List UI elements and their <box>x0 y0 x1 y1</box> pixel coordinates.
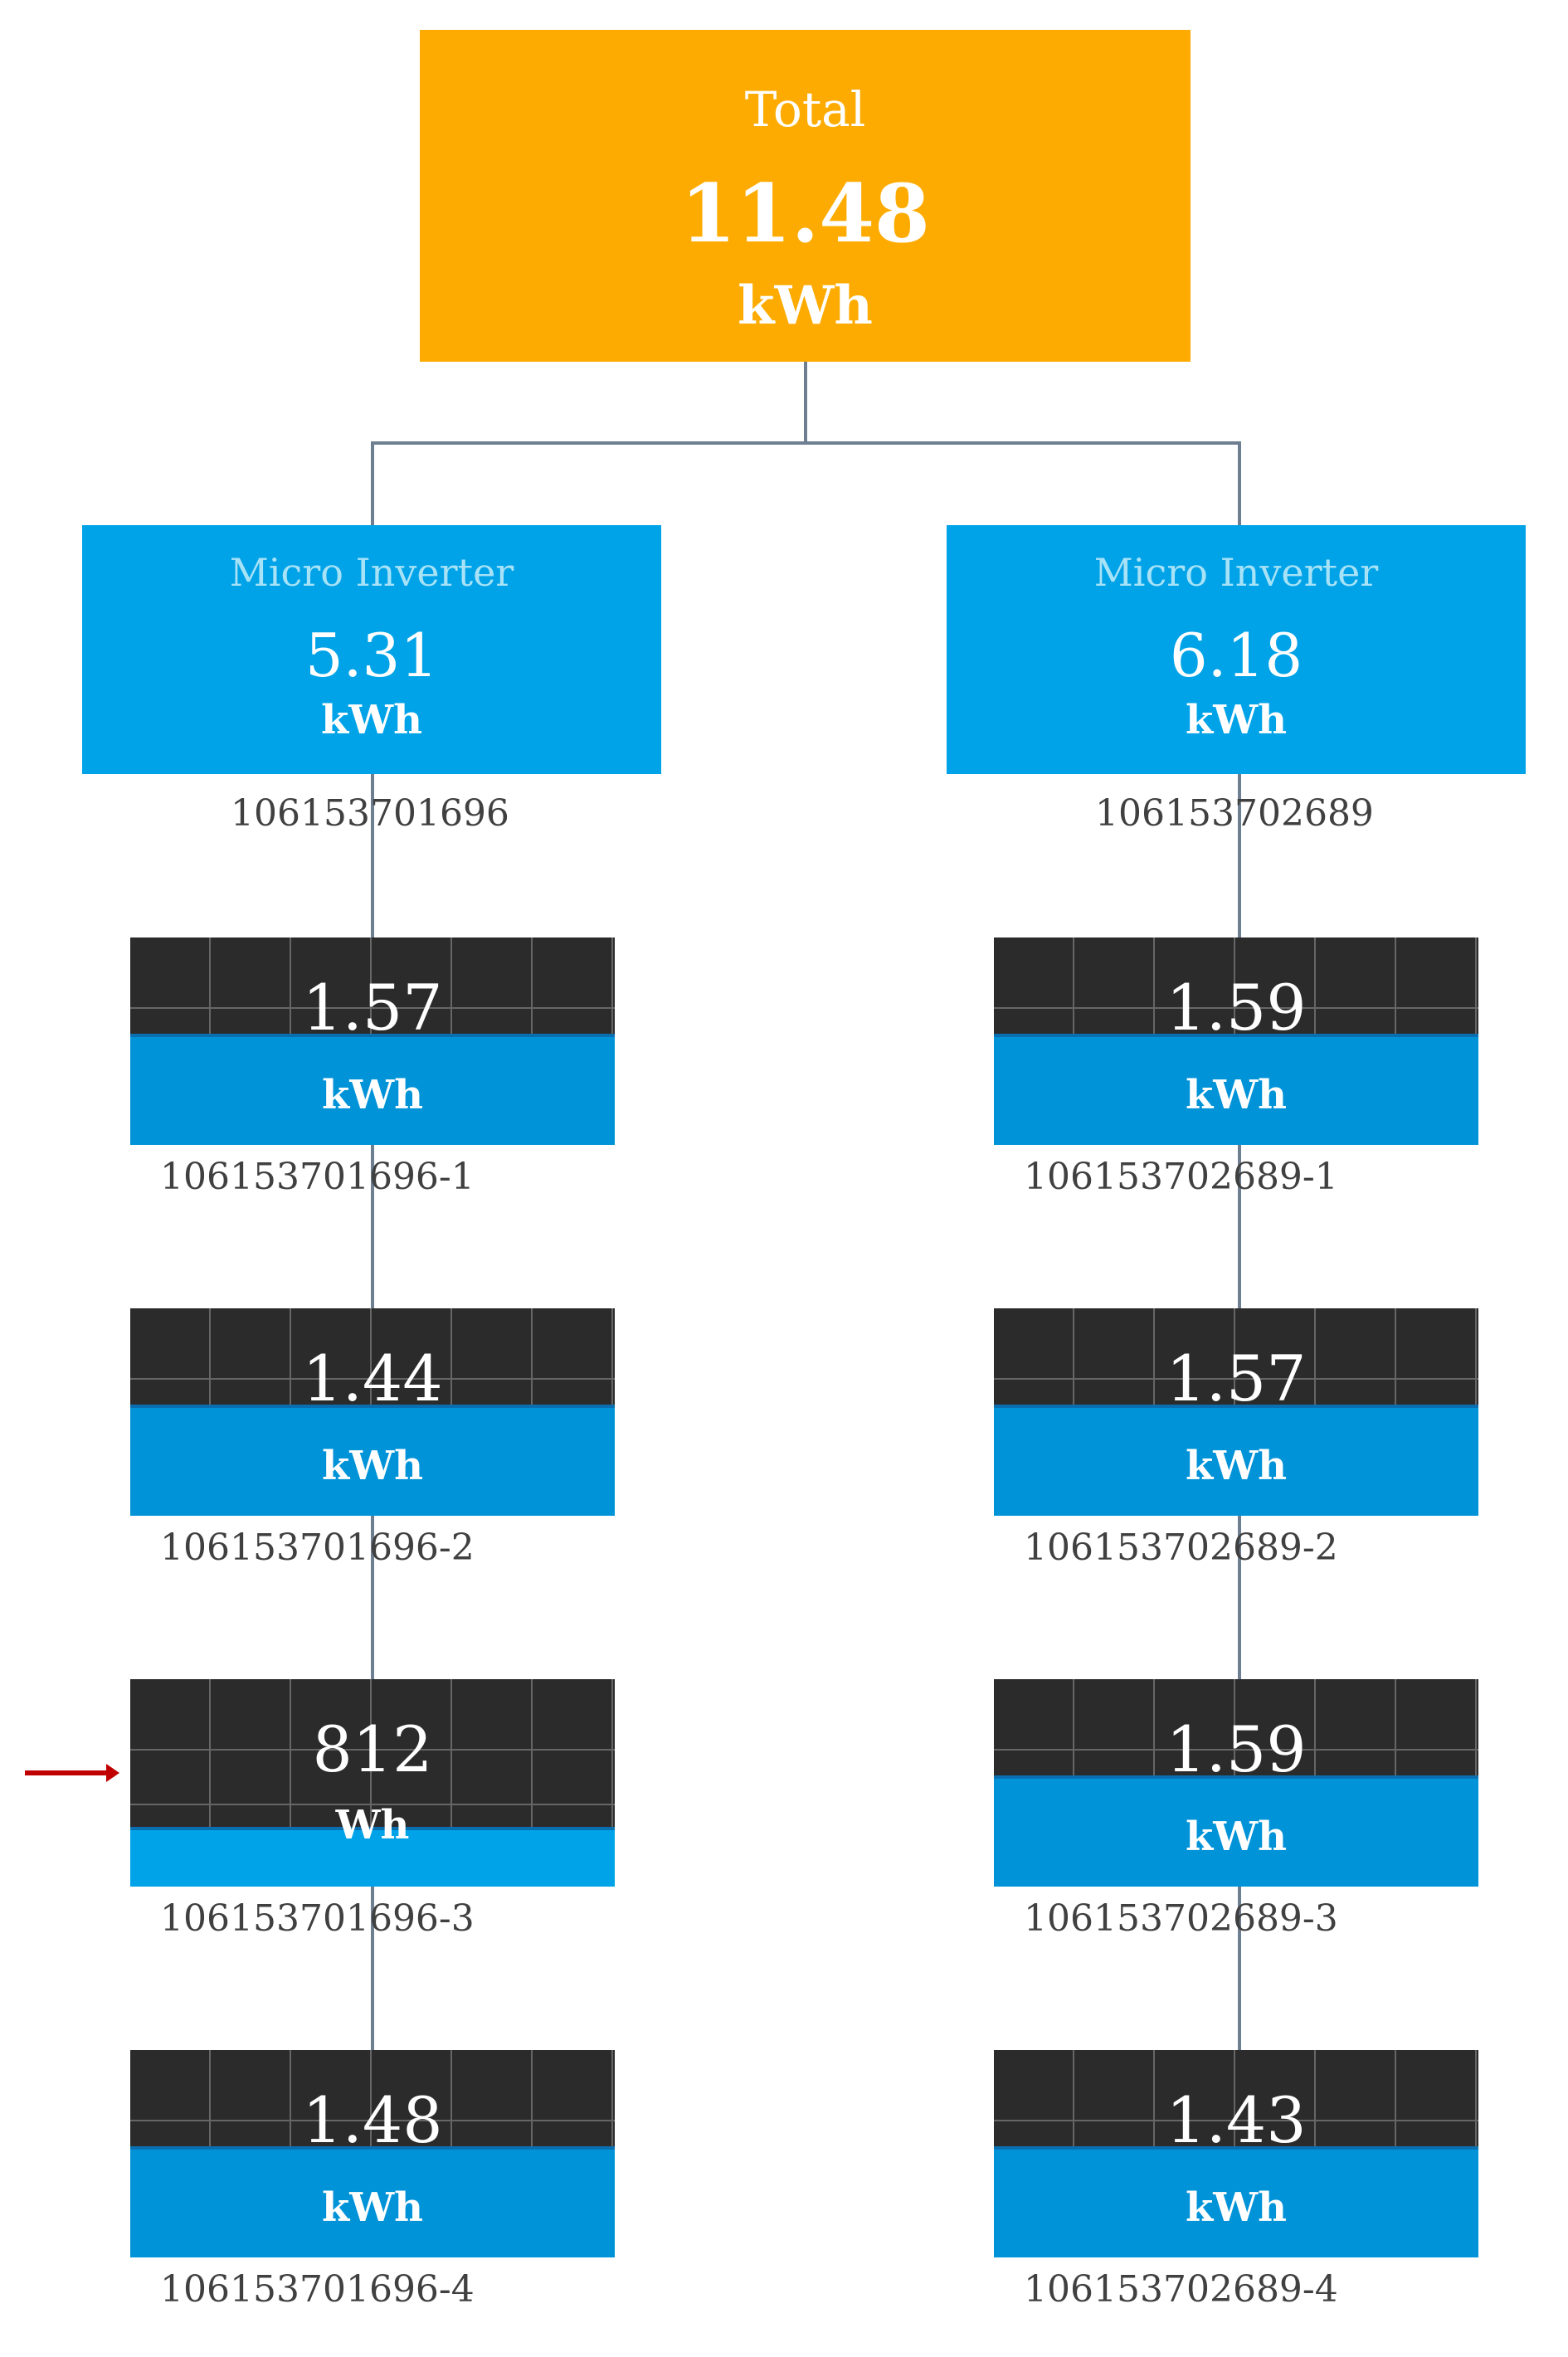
panel-value: 1.57 <box>1166 1342 1307 1415</box>
inverter-unit: kWh <box>320 697 423 743</box>
panel-serial: 106153701696-1 <box>160 1156 475 1198</box>
solar-panel-2-1[interactable]: 1.59 kWh <box>994 937 1478 1145</box>
connector-left-drop <box>371 441 374 527</box>
connector-right-drop <box>1238 441 1241 527</box>
panel-value: 812 <box>312 1712 433 1786</box>
solar-panel-2-3[interactable]: 1.59 kWh <box>994 1679 1478 1887</box>
total-energy-card[interactable]: Total 11.48 kWh <box>420 30 1191 362</box>
panel-serial: 106153701696-4 <box>160 2268 475 2311</box>
panel-serial: 106153702689-4 <box>1024 2268 1338 2311</box>
inverter-value: 5.31 <box>304 621 439 690</box>
micro-inverter-card-2[interactable]: Micro Inverter 6.18 kWh <box>947 525 1526 774</box>
solar-panel-2-4[interactable]: 1.43 kWh <box>994 2050 1478 2257</box>
panel-value: 1.48 <box>302 2083 443 2157</box>
panel-unit: kWh <box>1185 2184 1288 2231</box>
panel-serial: 106153701696-3 <box>160 1897 475 1940</box>
panel-unit: kWh <box>1185 1814 1288 1860</box>
panel-value: 1.57 <box>302 971 443 1045</box>
panel-value: 1.59 <box>1166 971 1307 1045</box>
red-arrow-icon <box>25 1770 108 1775</box>
panel-unit: kWh <box>1185 1072 1288 1118</box>
solar-panel-1-3[interactable]: 812 Wh <box>130 1679 615 1887</box>
panel-unit: kWh <box>321 1072 424 1118</box>
solar-panel-2-2[interactable]: 1.57 kWh <box>994 1308 1478 1516</box>
inverter-serial-2: 106153702689 <box>1095 792 1374 835</box>
total-value: 11.48 <box>680 167 930 261</box>
panel-serial: 106153702689-2 <box>1024 1527 1338 1569</box>
micro-inverter-card-1[interactable]: Micro Inverter 5.31 kWh <box>82 525 661 774</box>
panel-serial: 106153702689-3 <box>1024 1897 1338 1940</box>
panel-unit: kWh <box>321 2184 424 2231</box>
arrow-head-icon <box>106 1764 119 1782</box>
panel-serial: 106153701696-2 <box>160 1527 475 1569</box>
solar-panel-1-4[interactable]: 1.48 kWh <box>130 2050 615 2257</box>
panel-unit: kWh <box>1185 1443 1288 1489</box>
inverter-title: Micro Inverter <box>1093 550 1379 595</box>
connector-trunk <box>804 362 807 445</box>
total-unit: kWh <box>738 275 873 337</box>
inverter-serial-1: 106153701696 <box>231 792 509 835</box>
inverter-title: Micro Inverter <box>229 550 514 595</box>
inverter-value: 6.18 <box>1169 621 1303 690</box>
connector-crossbar <box>371 441 1241 445</box>
panel-unit: kWh <box>321 1443 424 1489</box>
panel-value: 1.44 <box>302 1342 443 1415</box>
solar-panel-1-2[interactable]: 1.44 kWh <box>130 1308 615 1516</box>
inverter-unit: kWh <box>1185 697 1288 743</box>
panel-value: 1.43 <box>1166 2083 1307 2157</box>
solar-panel-1-1[interactable]: 1.57 kWh <box>130 937 615 1145</box>
panel-value: 1.59 <box>1166 1712 1307 1786</box>
total-title: Total <box>744 81 866 138</box>
panel-serial: 106153702689-1 <box>1024 1156 1338 1198</box>
panel-unit: Wh <box>335 1802 410 1848</box>
